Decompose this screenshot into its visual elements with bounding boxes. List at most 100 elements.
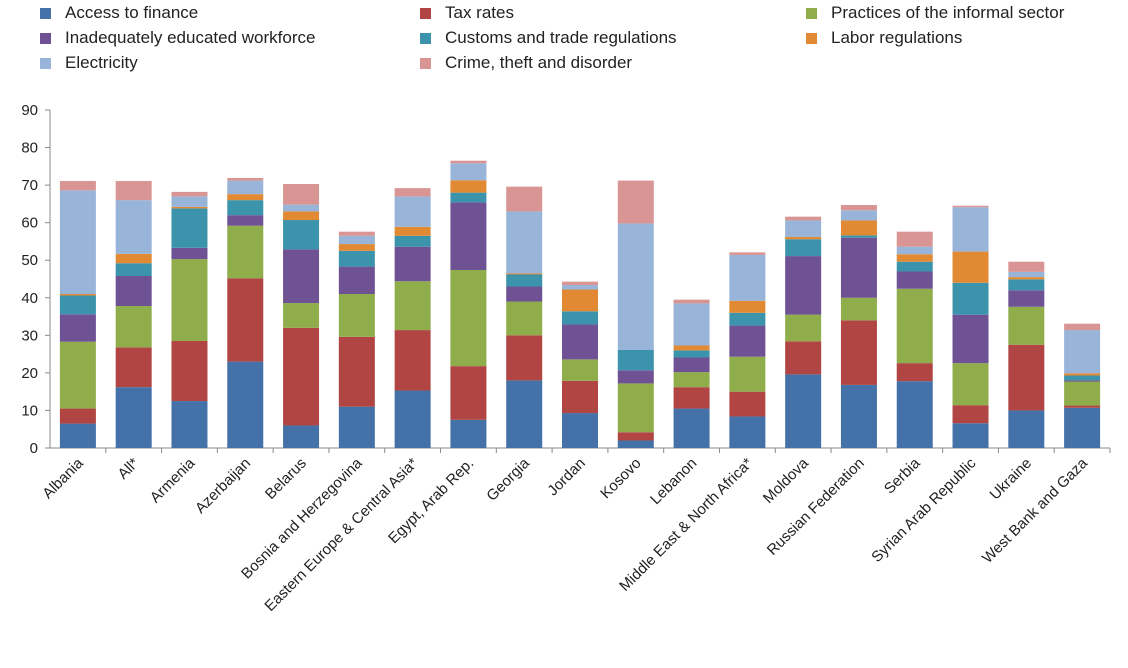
bar-segment-egypt-arab-rep-electricity	[450, 163, 487, 181]
x-category-label: Moldova	[760, 454, 813, 507]
legend-swatch	[420, 57, 431, 69]
bar-segment-lebanon-crime-theft-and-disorder	[673, 299, 710, 304]
bar-segment-albania-customs-and-trade-regulations	[59, 295, 96, 315]
bar-segment-all-labor-regulations	[115, 253, 152, 264]
bar-segment-middle-east-north-africa-inadequately-educated-workforce	[729, 325, 766, 357]
legend-swatch	[806, 7, 817, 19]
legend-item-inadequately-educated-workforce: Inadequately educated workforce	[40, 28, 315, 48]
bar-segment-belarus-inadequately-educated-workforce	[283, 249, 320, 304]
bar-segment-georgia-tax-rates	[506, 335, 543, 381]
bar-segment-albania-access-to-finance	[59, 423, 96, 448]
bar-segment-russian-federation-inadequately-educated-workforce	[840, 237, 877, 298]
x-category-label: Kosovo	[597, 455, 644, 502]
bar-segment-syrian-arab-republic-crime-theft-and-disorder	[952, 205, 989, 208]
bar-segment-lebanon-access-to-finance	[673, 408, 710, 448]
bar-segment-azerbaijan-labor-regulations	[227, 194, 264, 201]
bar-segment-russian-federation-practices-of-the-informal-sector	[840, 297, 877, 321]
bar-segment-eastern-europe-central-asia-customs-and-trade-regulations	[394, 235, 431, 247]
y-tick-label: 60	[21, 215, 38, 232]
bar-segment-west-bank-and-gaza-practices-of-the-informal-sector	[1064, 381, 1101, 406]
bar-segment-egypt-arab-rep-access-to-finance	[450, 419, 487, 448]
bar-segment-azerbaijan-customs-and-trade-regulations	[227, 200, 264, 216]
bar-segment-kosovo-inadequately-educated-workforce	[617, 370, 654, 384]
bar-segment-egypt-arab-rep-labor-regulations	[450, 180, 487, 193]
bar-segment-moldova-labor-regulations	[785, 236, 822, 240]
bar-segment-jordan-practices-of-the-informal-sector	[562, 359, 598, 381]
x-category-label: Jordan	[544, 455, 588, 499]
bar-segment-ukraine-access-to-finance	[1008, 410, 1045, 448]
bar-segment-moldova-electricity	[785, 220, 822, 237]
legend-item-labor-regulations: Labor regulations	[806, 28, 962, 48]
bar-segment-eastern-europe-central-asia-practices-of-the-informal-sector	[394, 281, 431, 331]
bar-segment-egypt-arab-rep-customs-and-trade-regulations	[450, 192, 487, 203]
bar-segment-azerbaijan-practices-of-the-informal-sector	[227, 225, 264, 279]
bar-segment-russian-federation-electricity	[840, 210, 877, 221]
y-tick-label: 90	[21, 102, 38, 119]
bar-segment-armenia-electricity	[171, 196, 208, 207]
y-tick-label: 0	[30, 440, 38, 457]
bar-segment-ukraine-inadequately-educated-workforce	[1008, 290, 1045, 307]
legend-swatch	[40, 57, 51, 69]
bar-segment-kosovo-practices-of-the-informal-sector	[617, 383, 654, 433]
legend-label: Practices of the informal sector	[831, 3, 1065, 22]
bar-segment-kosovo-crime-theft-and-disorder	[617, 180, 654, 224]
bar-segment-georgia-practices-of-the-informal-sector	[506, 301, 543, 336]
bar-segment-lebanon-practices-of-the-informal-sector	[673, 372, 710, 388]
bar-segment-moldova-crime-theft-and-disorder	[785, 216, 822, 221]
legend-label: Crime, theft and disorder	[445, 53, 633, 72]
legend-swatch	[40, 32, 51, 44]
bar-segment-moldova-customs-and-trade-regulations	[785, 239, 822, 257]
bar-segment-middle-east-north-africa-access-to-finance	[729, 416, 766, 448]
bar-segment-syrian-arab-republic-electricity	[952, 207, 989, 252]
bar-segment-ukraine-electricity	[1008, 271, 1045, 278]
bar-segment-belarus-electricity	[283, 204, 320, 212]
bar-segment-middle-east-north-africa-crime-theft-and-disorder	[729, 252, 766, 255]
legend-label: Electricity	[65, 53, 138, 72]
bar-segment-west-bank-and-gaza-access-to-finance	[1064, 407, 1101, 448]
bar-segment-bosnia-and-herzegovina-crime-theft-and-disorder	[338, 231, 375, 236]
bar-segment-egypt-arab-rep-inadequately-educated-workforce	[450, 202, 487, 270]
bar-segment-egypt-arab-rep-crime-theft-and-disorder	[450, 160, 487, 164]
x-category-label: Armenia	[147, 454, 199, 506]
bar-segment-ukraine-labor-regulations	[1008, 277, 1045, 280]
bar-segment-serbia-crime-theft-and-disorder	[896, 231, 933, 247]
y-tick-label: 10	[21, 402, 38, 419]
bar-segment-kosovo-electricity	[617, 223, 654, 350]
bar-segment-eastern-europe-central-asia-access-to-finance	[394, 390, 431, 448]
legend-label: Customs and trade regulations	[445, 28, 677, 47]
bar-segment-russian-federation-tax-rates	[840, 320, 877, 385]
bar-segment-jordan-customs-and-trade-regulations	[562, 311, 598, 325]
bar-segment-georgia-electricity	[506, 211, 543, 274]
bar-segment-all-inadequately-educated-workforce	[115, 275, 152, 307]
legend-swatch	[806, 32, 817, 44]
bar-segment-lebanon-customs-and-trade-regulations	[673, 350, 710, 358]
bar-segment-moldova-practices-of-the-informal-sector	[785, 314, 822, 342]
bar-segment-syrian-arab-republic-customs-and-trade-regulations	[952, 282, 989, 315]
bar-segment-ukraine-crime-theft-and-disorder	[1008, 261, 1045, 272]
bar-segment-belarus-tax-rates	[283, 327, 320, 426]
legend-item-crime-theft-and-disorder: Crime, theft and disorder	[420, 53, 632, 73]
bar-segment-armenia-tax-rates	[171, 340, 208, 402]
bar-segment-bosnia-and-herzegovina-access-to-finance	[338, 406, 375, 448]
bar-segment-albania-tax-rates	[59, 408, 96, 424]
bar-segment-serbia-electricity	[896, 246, 933, 255]
bar-segment-kosovo-customs-and-trade-regulations	[617, 349, 654, 371]
bar-segment-serbia-practices-of-the-informal-sector	[896, 288, 933, 364]
bar-segment-west-bank-and-gaza-labor-regulations	[1064, 373, 1101, 376]
bar-segment-ukraine-customs-and-trade-regulations	[1008, 279, 1045, 291]
bar-segment-serbia-access-to-finance	[896, 381, 933, 448]
bar-segment-bosnia-and-herzegovina-tax-rates	[338, 336, 375, 407]
bar-segment-jordan-labor-regulations	[562, 289, 598, 312]
y-tick-label: 50	[21, 252, 38, 269]
legend-item-tax-rates: Tax rates	[420, 3, 514, 23]
bar-segment-syrian-arab-republic-practices-of-the-informal-sector	[952, 363, 989, 406]
bar-segment-middle-east-north-africa-practices-of-the-informal-sector	[729, 356, 766, 392]
bar-segment-middle-east-north-africa-customs-and-trade-regulations	[729, 312, 766, 326]
bar-segment-albania-crime-theft-and-disorder	[59, 180, 96, 191]
bar-segment-belarus-labor-regulations	[283, 211, 320, 221]
x-category-label: Azerbaijan	[192, 455, 254, 517]
bar-segment-lebanon-labor-regulations	[673, 345, 710, 351]
bar-segment-all-crime-theft-and-disorder	[115, 180, 152, 201]
bar-segment-west-bank-and-gaza-electricity	[1064, 330, 1101, 374]
